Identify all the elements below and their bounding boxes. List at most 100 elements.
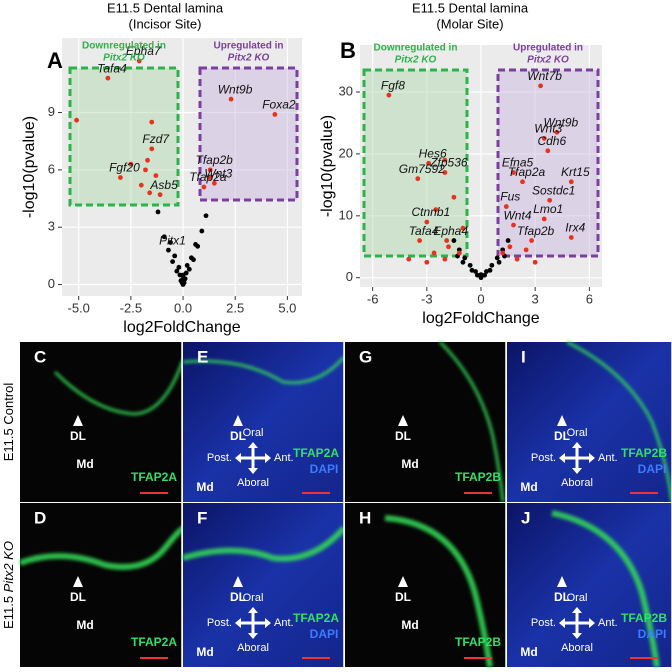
counterstain-label: DAPI <box>310 627 339 641</box>
orientation-label: Oral <box>243 592 264 604</box>
orientation-label: Oral <box>567 427 588 439</box>
gene-label: Lmo1 <box>533 202 563 216</box>
tissue-signal <box>384 515 493 668</box>
point <box>442 170 448 175</box>
point <box>149 146 155 152</box>
md-label: Md <box>196 645 213 659</box>
point <box>500 250 506 256</box>
orientation-label: Post. <box>207 452 232 464</box>
orientation-label: Aboral <box>561 477 593 489</box>
point <box>128 161 134 167</box>
up-label: Pitx2 KO <box>228 53 270 64</box>
point <box>460 259 466 265</box>
point <box>460 225 466 231</box>
down-label: Downregulated in <box>374 43 458 54</box>
row-label-part: E11.5 <box>1 592 16 629</box>
gene-label: Epha7 <box>126 44 162 58</box>
point <box>184 263 190 268</box>
micrograph: G DL Md TFAP2B <box>345 340 507 503</box>
orientation-label: Aboral <box>237 477 269 489</box>
point <box>489 262 495 268</box>
point <box>203 213 209 219</box>
tissue-signal <box>18 526 187 570</box>
image-background <box>507 503 672 667</box>
point <box>494 255 500 261</box>
micrograph: C DL Md TFAP2A <box>20 342 185 502</box>
point <box>478 272 484 278</box>
point <box>444 238 450 243</box>
gene-label: Krt15 <box>561 165 590 179</box>
y-tick-label: 3 <box>48 219 55 234</box>
gene-label: Cdh6 <box>537 134 566 148</box>
point <box>473 269 478 274</box>
orientation-cross <box>239 611 267 635</box>
point <box>143 167 148 173</box>
down-label: Pitx2 KO <box>395 55 437 66</box>
panel-letter: H <box>359 508 371 527</box>
point <box>462 255 468 261</box>
panel-letter: D <box>34 508 46 527</box>
point <box>547 197 553 203</box>
y-axis-label: -log10(pvalue) <box>319 115 336 217</box>
point <box>177 272 183 278</box>
point <box>176 264 182 270</box>
stain-label: TFAP2A <box>293 611 339 625</box>
panel-letter: B <box>340 38 356 63</box>
dl-label: DL <box>70 590 86 604</box>
point <box>474 272 480 278</box>
chart-title: E11.5 Dental lamina <box>107 0 224 15</box>
up-label: Upregulated in <box>213 41 283 52</box>
point <box>487 267 493 273</box>
gene-label: Fzd7 <box>142 132 170 146</box>
gene-label: Sostdc1 <box>532 184 575 198</box>
point <box>545 148 551 154</box>
stain-label: TFAP2B <box>455 470 501 484</box>
point <box>174 268 180 274</box>
point <box>424 259 430 265</box>
micrograph: F DL Md TFAP2A DAPI Oral Aboral Post. Ant. <box>182 503 347 667</box>
gene-label: Tfap2b <box>517 224 555 238</box>
point <box>181 280 187 286</box>
md-label: Md <box>196 480 213 494</box>
point <box>456 250 462 256</box>
orientation-label: Post. <box>531 452 556 464</box>
dl-label: DL <box>554 590 570 604</box>
point <box>496 259 502 265</box>
x-tick-label: 5.0 <box>278 300 296 315</box>
point <box>74 117 80 123</box>
dl-label: DL <box>395 429 411 443</box>
row-label-part: E11.5 Control <box>1 383 16 462</box>
point <box>451 194 457 200</box>
point <box>406 256 412 262</box>
x-tick-label: -3 <box>421 291 433 306</box>
point <box>568 179 574 185</box>
point <box>532 259 538 265</box>
counterstain-label: DAPI <box>638 627 667 641</box>
y-tick-label: 6 <box>48 161 55 176</box>
point <box>505 238 511 243</box>
micrograph: J DL Md TFAP2B DAPI Oral Aboral Post. Ant. <box>507 503 672 668</box>
point <box>172 253 178 259</box>
counterstain-label: DAPI <box>310 462 339 476</box>
gene-label: Zfp536 <box>429 156 468 170</box>
micrograph: D DL Md TFAP2A <box>18 503 187 667</box>
panel-letter: F <box>197 508 207 527</box>
down-label: Pitx2 KO <box>103 53 145 64</box>
dl-label: DL <box>554 429 570 443</box>
gene-label: Wnt9b <box>544 115 579 129</box>
chart-subtitle: (Incisor Site) <box>129 16 202 31</box>
point <box>136 58 142 64</box>
point <box>157 192 163 198</box>
tissue-signal <box>182 356 346 385</box>
orientation-label: Oral <box>567 592 588 604</box>
gene-label: Wnt3 <box>204 166 232 180</box>
point <box>523 247 529 253</box>
md-label: Md <box>76 618 93 632</box>
point <box>529 238 534 243</box>
dl-label: DL <box>395 590 411 604</box>
point <box>507 244 513 250</box>
stain-label: TFAP2B <box>455 635 501 649</box>
orientation-label: Oral <box>243 427 264 439</box>
orientation-label: Ant. <box>598 452 618 464</box>
gene-label: Tafa4 <box>409 224 439 238</box>
